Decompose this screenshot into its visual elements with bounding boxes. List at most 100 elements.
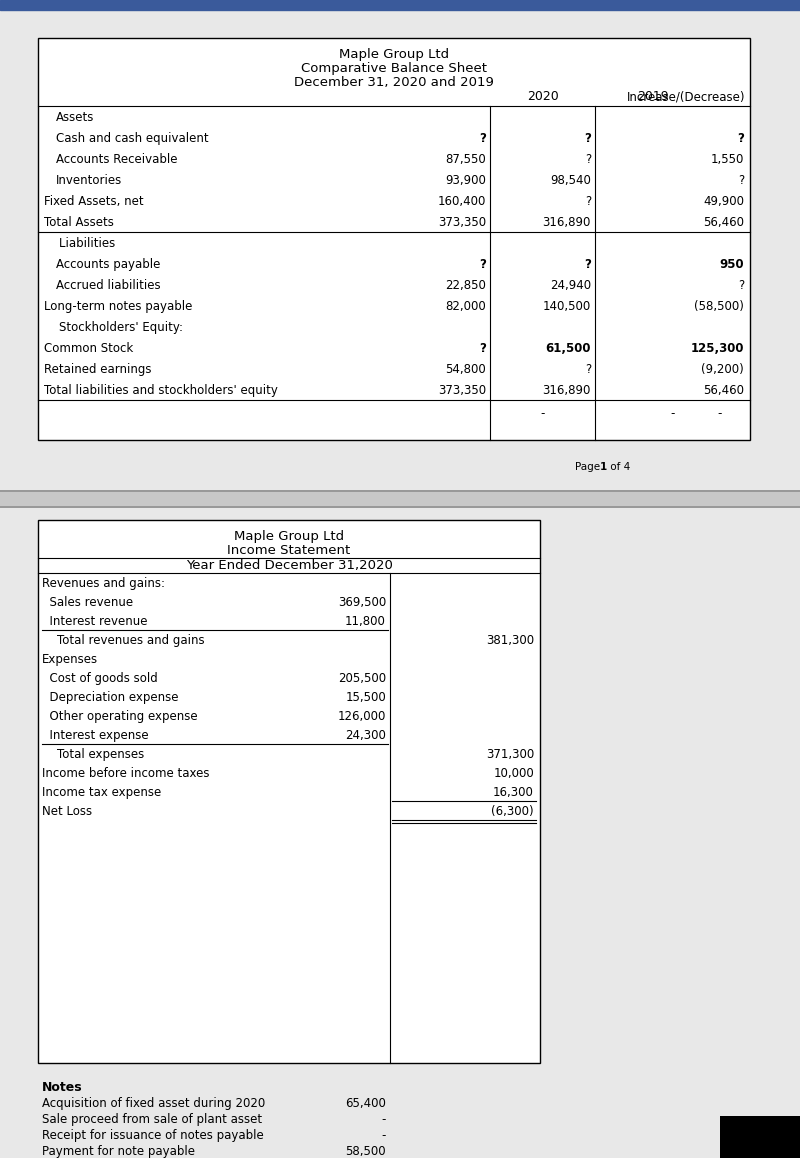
- Text: (6,300): (6,300): [491, 805, 534, 818]
- Text: Accounts Receivable: Accounts Receivable: [56, 153, 178, 166]
- Text: Increase/(Decrease): Increase/(Decrease): [626, 90, 745, 103]
- Bar: [38, 38, 750, 440]
- Text: ?: ?: [738, 279, 744, 292]
- Text: Liabilities: Liabilities: [44, 237, 115, 250]
- Text: 373,350: 373,350: [438, 384, 486, 397]
- Text: 24,940: 24,940: [550, 279, 591, 292]
- Text: ?: ?: [584, 258, 591, 271]
- Text: -: -: [670, 406, 674, 420]
- Text: 65,400: 65,400: [345, 1097, 386, 1111]
- Text: Income tax expense: Income tax expense: [42, 786, 162, 799]
- Text: Inventories: Inventories: [56, 174, 122, 186]
- Text: ?: ?: [585, 195, 591, 208]
- Text: 140,500: 140,500: [542, 300, 591, 313]
- Text: ?: ?: [738, 174, 744, 186]
- Text: 160,400: 160,400: [438, 195, 486, 208]
- Text: Income before income taxes: Income before income taxes: [42, 767, 210, 780]
- Text: 371,300: 371,300: [486, 748, 534, 761]
- Bar: [720, 1116, 800, 1158]
- Text: Accrued liabilities: Accrued liabilities: [56, 279, 161, 292]
- Text: 58,500: 58,500: [346, 1145, 386, 1158]
- Text: Income Statement: Income Statement: [227, 544, 350, 557]
- Text: 24,300: 24,300: [345, 730, 386, 742]
- Text: 126,000: 126,000: [338, 710, 386, 723]
- Text: 22,850: 22,850: [445, 279, 486, 292]
- Text: of 4: of 4: [607, 462, 630, 472]
- Text: -: -: [540, 406, 545, 420]
- Text: Total Assets: Total Assets: [44, 217, 114, 229]
- Text: Maple Group Ltd: Maple Group Ltd: [339, 47, 449, 61]
- Text: Revenues and gains:: Revenues and gains:: [42, 577, 165, 589]
- Text: Comparative Balance Sheet: Comparative Balance Sheet: [301, 63, 487, 75]
- Text: 98,540: 98,540: [550, 174, 591, 186]
- Bar: [0, 0, 800, 10]
- Text: Cost of goods sold: Cost of goods sold: [42, 672, 158, 686]
- Text: Total expenses: Total expenses: [42, 748, 144, 761]
- Text: ?: ?: [479, 258, 486, 271]
- Text: Year Ended December 31,2020: Year Ended December 31,2020: [186, 559, 393, 572]
- Text: 11,800: 11,800: [345, 615, 386, 628]
- Text: Interest revenue: Interest revenue: [42, 615, 147, 628]
- Text: -: -: [382, 1129, 386, 1142]
- Text: ?: ?: [584, 132, 591, 145]
- Text: 16,300: 16,300: [493, 786, 534, 799]
- Text: ?: ?: [737, 132, 744, 145]
- Bar: [38, 520, 540, 1063]
- Text: Payment for note payable: Payment for note payable: [42, 1145, 195, 1158]
- Text: Maple Group Ltd: Maple Group Ltd: [234, 530, 344, 543]
- Text: Accounts payable: Accounts payable: [56, 258, 160, 271]
- Text: Total liabilities and stockholders' equity: Total liabilities and stockholders' equi…: [44, 384, 278, 397]
- Text: -: -: [718, 406, 722, 420]
- Text: 125,300: 125,300: [690, 342, 744, 356]
- Text: Other operating expense: Other operating expense: [42, 710, 198, 723]
- Text: Sales revenue: Sales revenue: [42, 596, 133, 609]
- Bar: [0, 490, 800, 508]
- Text: 10,000: 10,000: [494, 767, 534, 780]
- Text: ?: ?: [585, 153, 591, 166]
- Text: ?: ?: [585, 362, 591, 376]
- Text: 49,900: 49,900: [703, 195, 744, 208]
- Text: Sale proceed from sale of plant asset: Sale proceed from sale of plant asset: [42, 1113, 262, 1126]
- Bar: [0, 506, 800, 508]
- Text: ?: ?: [479, 132, 486, 145]
- Bar: [0, 490, 800, 492]
- Text: Interest expense: Interest expense: [42, 730, 149, 742]
- Text: Retained earnings: Retained earnings: [44, 362, 151, 376]
- Text: -: -: [382, 1113, 386, 1126]
- Text: 93,900: 93,900: [445, 174, 486, 186]
- Text: 369,500: 369,500: [338, 596, 386, 609]
- Text: 56,460: 56,460: [703, 384, 744, 397]
- Text: 15,500: 15,500: [346, 691, 386, 704]
- Text: (58,500): (58,500): [694, 300, 744, 313]
- Text: 61,500: 61,500: [546, 342, 591, 356]
- Text: Common Stock: Common Stock: [44, 342, 134, 356]
- Text: 316,890: 316,890: [542, 217, 591, 229]
- Text: Notes: Notes: [42, 1082, 82, 1094]
- Text: 2020: 2020: [526, 90, 558, 103]
- Text: Expenses: Expenses: [42, 653, 98, 666]
- Text: 54,800: 54,800: [446, 362, 486, 376]
- Text: Net Loss: Net Loss: [42, 805, 92, 818]
- Text: 205,500: 205,500: [338, 672, 386, 686]
- Text: Fixed Assets, net: Fixed Assets, net: [44, 195, 144, 208]
- Text: Stockholders' Equity:: Stockholders' Equity:: [44, 321, 183, 334]
- Text: 2019: 2019: [637, 90, 668, 103]
- Text: 87,550: 87,550: [446, 153, 486, 166]
- Text: Acquisition of fixed asset during 2020: Acquisition of fixed asset during 2020: [42, 1097, 266, 1111]
- Text: Total revenues and gains: Total revenues and gains: [42, 633, 205, 647]
- Text: December 31, 2020 and 2019: December 31, 2020 and 2019: [294, 76, 494, 89]
- Text: Cash and cash equivalent: Cash and cash equivalent: [56, 132, 209, 145]
- Text: ?: ?: [479, 342, 486, 356]
- Text: 82,000: 82,000: [446, 300, 486, 313]
- Text: 950: 950: [719, 258, 744, 271]
- Text: (9,200): (9,200): [702, 362, 744, 376]
- Text: 316,890: 316,890: [542, 384, 591, 397]
- Text: 373,350: 373,350: [438, 217, 486, 229]
- Text: 1: 1: [600, 462, 607, 472]
- Text: Long-term notes payable: Long-term notes payable: [44, 300, 192, 313]
- Text: 381,300: 381,300: [486, 633, 534, 647]
- Text: Receipt for issuance of notes payable: Receipt for issuance of notes payable: [42, 1129, 264, 1142]
- Text: Page: Page: [575, 462, 603, 472]
- Text: Assets: Assets: [56, 111, 94, 124]
- Text: Depreciation expense: Depreciation expense: [42, 691, 178, 704]
